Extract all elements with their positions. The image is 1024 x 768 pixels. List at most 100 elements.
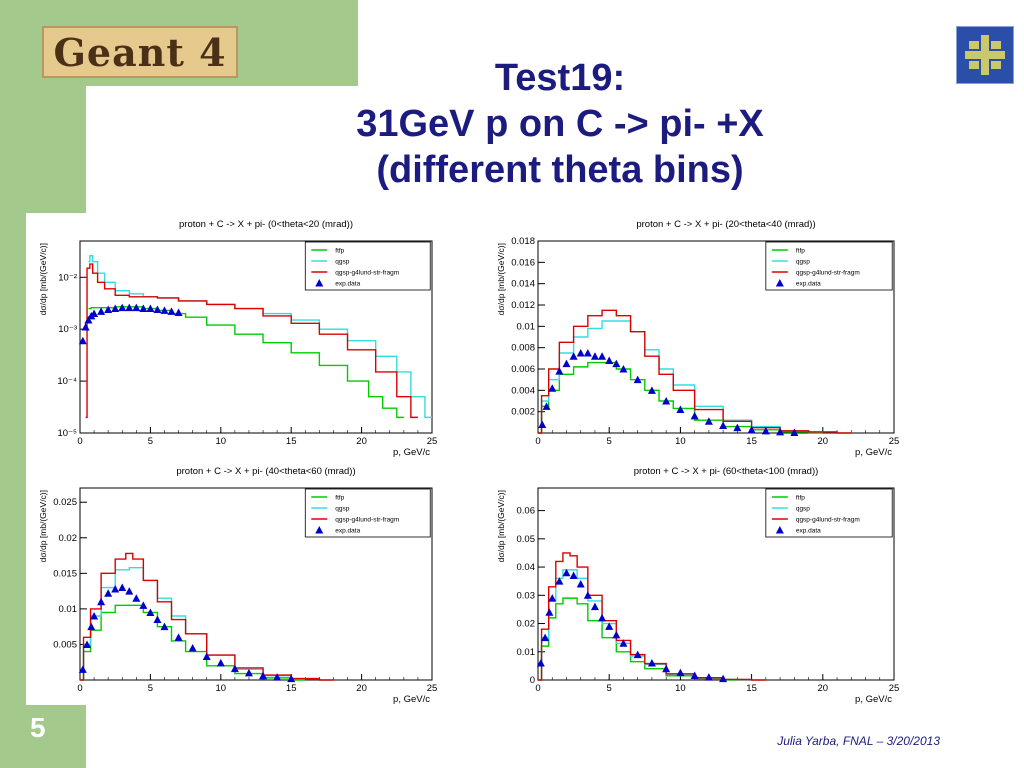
y-tick-label: 0.012 — [511, 300, 535, 311]
plot-frame — [537, 487, 895, 681]
y-tick-label: 0.01 — [517, 321, 536, 332]
legend-swatch — [775, 526, 784, 534]
data-point-exp — [536, 659, 545, 667]
legend-label: qgsp-g4lund-str-fragm — [335, 517, 399, 524]
legend-label: qgsp-g4lund-str-fragm — [796, 517, 860, 524]
title-line-2: 31GeV p on C -> pi- +X — [356, 103, 764, 145]
y-tick-label: 10⁻² — [58, 272, 77, 283]
data-point-exp — [273, 673, 282, 681]
legend-label: qgsp-g4lund-str-fragm — [796, 270, 860, 277]
title-line-1: Test19: — [494, 57, 626, 99]
data-point-exp — [202, 652, 211, 661]
data-point-exp — [633, 375, 642, 384]
legend-swatch — [315, 526, 324, 534]
legend-label: qgsp — [335, 506, 349, 513]
data-point-exp — [139, 304, 148, 313]
series-line-ftfp — [538, 361, 823, 434]
data-point-exp — [676, 405, 685, 414]
data-point-exp — [598, 613, 607, 622]
data-point-exp — [139, 601, 148, 609]
series-line-qgsp-g4lund-str-fragm — [85, 263, 418, 419]
data-point-exp — [153, 615, 162, 624]
y-tick-label: 10⁻³ — [58, 324, 77, 335]
data-point-exp — [647, 386, 656, 394]
data-point-exp — [216, 658, 225, 667]
data-point-exp — [174, 633, 183, 641]
slide-title: Test19: 31GeV p on C -> pi- +X (differen… — [240, 55, 880, 193]
x-tick-label: 0 — [77, 683, 82, 694]
geant4-logo: Geant 4 — [42, 26, 238, 78]
fermilab-logo — [956, 26, 1014, 84]
x-tick-label: 25 — [427, 436, 438, 447]
legend-label: ftfp — [335, 495, 344, 502]
x-tick-label: 20 — [818, 436, 829, 447]
data-point-exp — [776, 427, 785, 436]
x-tick-label: 25 — [889, 436, 900, 447]
data-point-exp — [111, 584, 120, 593]
data-point-exp — [583, 591, 592, 599]
data-point-exp — [90, 612, 99, 620]
data-point-exp — [733, 423, 742, 432]
series-line-ftfp — [88, 306, 404, 419]
data-point-exp — [230, 664, 239, 673]
legend-label: ftfp — [796, 248, 805, 255]
data-point-exp — [569, 352, 578, 360]
data-point-exp — [542, 402, 551, 410]
chart-panel-3: proton + C -> X + pi- (40<theta<60 (mrad… — [38, 466, 437, 705]
plots-panel: proton + C -> X + pi- (0<theta<20 (mrad)… — [26, 213, 910, 705]
legend-swatch — [315, 279, 324, 287]
data-point-exp — [562, 359, 571, 368]
data-point-exp — [87, 622, 96, 631]
x-tick-label: 0 — [77, 436, 82, 447]
x-tick-label: 25 — [889, 683, 900, 694]
chart-title: proton + C -> X + pi- (40<theta<60 (mrad… — [176, 466, 355, 477]
x-tick-label: 25 — [427, 683, 438, 694]
data-point-exp — [160, 306, 169, 314]
plot-frame — [79, 240, 433, 434]
x-axis-label: p, GeV/c — [393, 694, 430, 705]
plots-svg: proton + C -> X + pi- (0<theta<20 (mrad)… — [38, 219, 900, 705]
data-point-exp — [160, 622, 169, 631]
logo-text: Geant 4 — [53, 29, 227, 75]
x-tick-label: 5 — [148, 683, 153, 694]
x-tick-label: 5 — [607, 683, 612, 694]
legend-label: exp.data — [335, 281, 360, 288]
data-point-exp — [125, 587, 134, 595]
data-point-exp — [78, 665, 87, 673]
data-point-exp — [548, 594, 557, 602]
y-tick-label: 0.025 — [53, 497, 77, 508]
legend-label: exp.data — [796, 281, 821, 288]
series-line-qgsp-g4lund-str-fragm — [80, 552, 334, 681]
data-point-exp — [690, 411, 699, 420]
data-point-exp — [676, 668, 685, 677]
legend-box — [304, 241, 431, 291]
legend-box — [765, 241, 893, 291]
y-tick-label: 0.004 — [511, 385, 535, 396]
x-tick-label: 20 — [356, 436, 367, 447]
x-tick-label: 15 — [286, 436, 297, 447]
data-point-exp — [690, 671, 699, 679]
data-point-exp — [84, 316, 93, 324]
data-point-exp — [132, 594, 141, 602]
x-axis-label: p, GeV/c — [855, 447, 892, 458]
y-tick-label: 0.02 — [517, 619, 536, 630]
y-tick-label: 0.008 — [511, 343, 535, 354]
data-point-exp — [619, 365, 628, 373]
data-point-exp — [576, 349, 585, 357]
data-point-exp — [704, 673, 713, 681]
y-tick-label: 0.015 — [53, 568, 77, 579]
data-point-exp — [146, 608, 155, 616]
y-tick-label: 0.018 — [511, 236, 535, 247]
y-tick-label: 0 — [530, 675, 535, 686]
data-point-exp — [153, 305, 162, 313]
data-point-exp — [747, 425, 756, 434]
data-point-exp — [538, 420, 547, 428]
data-point-exp — [576, 580, 585, 588]
legend-label: qgsp — [796, 506, 810, 513]
x-tick-label: 0 — [535, 683, 540, 694]
y-tick-label: 0.06 — [517, 506, 536, 517]
data-point-exp — [90, 309, 99, 318]
y-tick-label: 0.01 — [59, 604, 78, 615]
data-point-exp — [188, 644, 197, 652]
footer-credit: Julia Yarba, FNAL – 3/20/2013 — [777, 734, 940, 748]
